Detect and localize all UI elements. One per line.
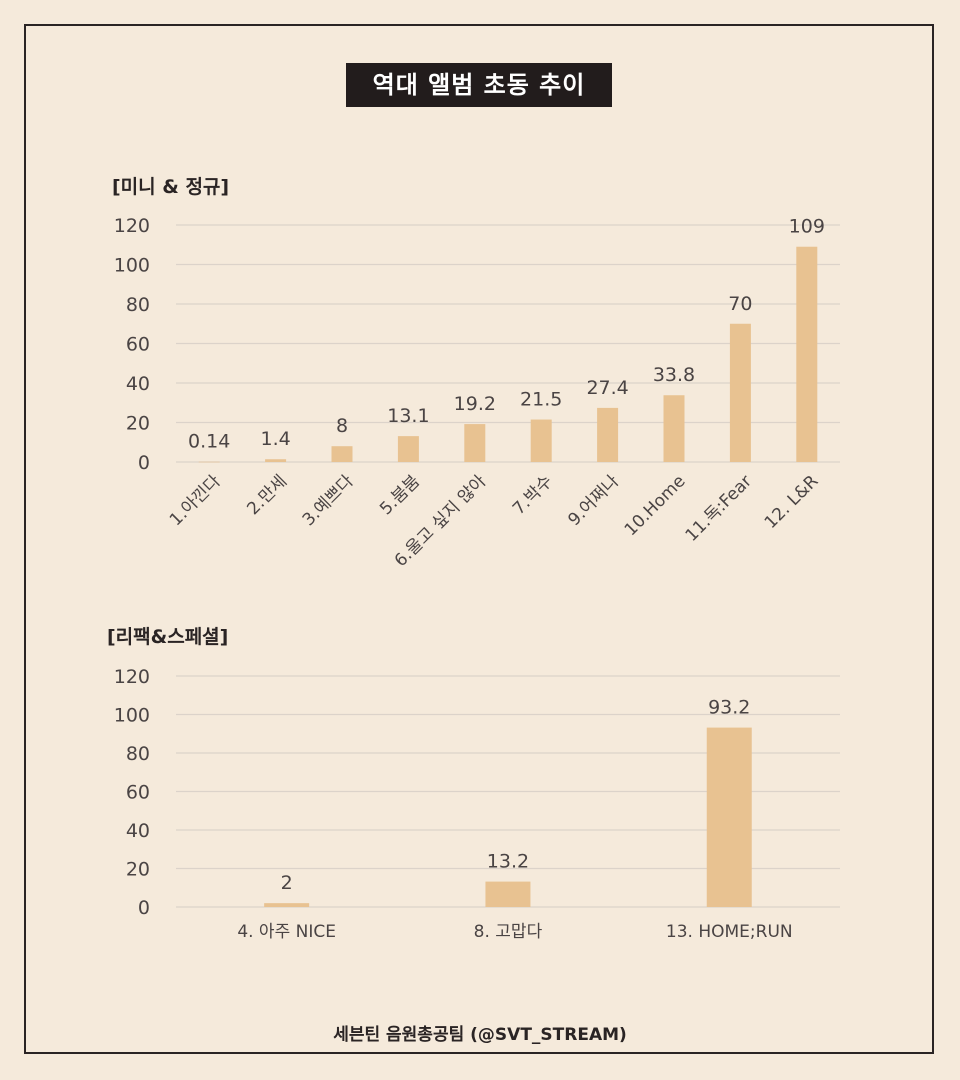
special-category-label: 8. 고맙다	[474, 922, 543, 942]
mini-category-label: 2.만세	[243, 471, 291, 519]
mini-ytick-label: 80	[126, 294, 150, 316]
mini-bar	[464, 424, 486, 462]
mini-ytick-label: 0	[138, 452, 150, 474]
special-category-label: 13. HOME;RUN	[666, 922, 793, 942]
mini-value-label: 0.14	[188, 431, 230, 453]
special-value-label: 93.2	[708, 697, 750, 719]
mini-value-label: 13.1	[387, 405, 429, 427]
page-title: 역대 앨범 초동 추이	[346, 63, 612, 107]
mini-value-label: 27.4	[586, 377, 628, 399]
special-ytick-label: 0	[138, 897, 150, 919]
mini-category-label: 12. L&R	[761, 471, 823, 533]
section-label-mini: [미니 & 정규]	[112, 176, 230, 198]
special-bar	[485, 881, 531, 907]
mini-category-label: 10.Home	[621, 471, 690, 540]
mini-value-label: 109	[789, 216, 825, 238]
mini-bar	[796, 246, 818, 462]
mini-value-label: 8	[336, 415, 348, 437]
mini-category-label: 9.어쩌나	[564, 471, 623, 530]
mini-category-label: 5.붐붐	[376, 471, 424, 519]
mini-value-label: 1.4	[260, 428, 290, 450]
special-ytick-label: 40	[126, 820, 150, 842]
mini-category-label: 3.예쁘다	[299, 471, 358, 530]
mini-value-label: 19.2	[454, 393, 496, 415]
mini-category-label: 7.박수	[509, 471, 557, 519]
mini-value-label: 70	[728, 293, 752, 315]
mini-bar	[265, 459, 287, 462]
special-ytick-label: 20	[126, 859, 150, 881]
mini-category-label: 11.독:Fear	[682, 471, 756, 545]
mini-ytick-label: 100	[114, 255, 150, 277]
mini-ytick-label: 120	[114, 215, 150, 237]
special-bar	[264, 903, 310, 907]
special-ytick-label: 120	[114, 666, 150, 688]
special-value-label: 13.2	[487, 851, 529, 873]
chart-frame	[24, 24, 934, 1054]
special-ytick-label: 80	[126, 743, 150, 765]
mini-bar	[397, 436, 419, 462]
special-ytick-label: 60	[126, 782, 150, 804]
mini-ytick-label: 60	[126, 334, 150, 356]
mini-bar	[729, 323, 751, 462]
mini-bar	[331, 446, 353, 462]
mini-bar	[530, 419, 552, 462]
mini-category-label: 1.아낀다	[166, 471, 225, 530]
section-label-repackage: [리팩&스페셜]	[107, 626, 229, 648]
special-ytick-label: 100	[114, 705, 150, 727]
footer-credit: 세븐틴 음원총공팀 (@SVT_STREAM)	[333, 1025, 627, 1045]
mini-bar	[663, 395, 685, 462]
special-category-label: 4. 아주 NICE	[237, 922, 336, 942]
special-value-label: 2	[281, 872, 293, 894]
mini-value-label: 33.8	[653, 364, 695, 386]
mini-ytick-label: 40	[126, 373, 150, 395]
mini-bar	[597, 407, 619, 462]
mini-ytick-label: 20	[126, 413, 150, 435]
mini-bar	[198, 461, 220, 463]
mini-value-label: 21.5	[520, 389, 562, 411]
special-bar	[706, 727, 752, 907]
